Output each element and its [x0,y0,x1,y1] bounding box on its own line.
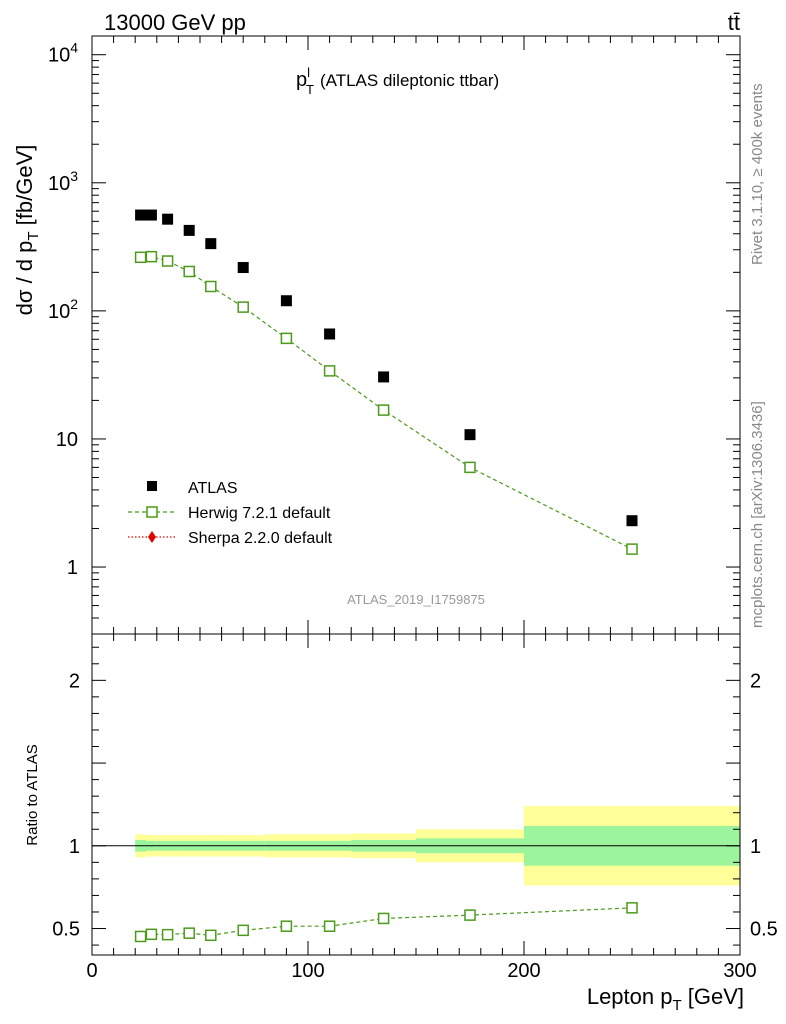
main-y-tick-label: 10 [56,429,78,451]
main-y-tick-label-base: 10 [48,173,70,195]
legend-atlas-marker [147,481,157,491]
x-axis-label-main: Lepton p [587,984,673,1009]
plot-title-main: p [296,69,307,91]
herwig-data-point [464,461,476,474]
main-y-tick-label-base: 10 [56,429,78,451]
main-y-tick-label-base: 10 [48,301,70,323]
legend-sherpa-label: Sherpa 2.2.0 default [188,530,333,547]
ratio-herwig-data-point [161,928,174,941]
ratio-herwig-data-point [183,927,195,939]
main-y-tick-label-base: 10 [48,45,70,67]
ratio-herwig-data-point [134,930,147,943]
herwig-data-point [145,250,158,263]
herwig-data-point [205,280,217,293]
ratio-series [134,902,638,943]
x-axis-label-tail: [GeV] [682,984,744,1009]
plot-title: pl T (ATLAS dileptonic ttbar) [296,65,499,97]
ratio-herwig-data-point [323,920,336,932]
herwig-data-point [377,404,390,416]
main-y-axis-label-tail: [fb/GeV] [12,145,37,232]
atlas-data-point [626,515,638,527]
main-y-axis-label-sub: T [25,231,42,240]
atlas-data-point [145,209,157,221]
main-y-tick-label: 104 [48,40,78,67]
plot-title-sup: l [307,65,310,80]
legend-herwig-marker [146,506,158,518]
herwig-data-point [626,543,638,555]
header-energy-label: 13000 GeV pp [104,10,246,35]
legend-sherpa-marker [148,531,156,543]
atlas-data-point [378,371,390,383]
main-y-tick-label: 103 [48,168,78,195]
atlas-data-point [205,238,217,250]
herwig-data-point [134,251,147,264]
main-y-tick-label-exponent: 3 [70,168,78,184]
main-y-tick-label: 1 [67,557,78,579]
atlas-data-point [162,213,174,225]
x-tick-label: 200 [507,960,540,982]
herwig-data-point [183,265,195,278]
legend-atlas-label: ATLAS [188,480,238,497]
ratio-herwig-data-point [145,928,158,941]
ratio-herwig-data-point [237,924,249,937]
main-series [134,209,638,555]
ratio-y-tick-label-left: 0.5 [52,919,80,941]
x-tick-label: 100 [291,960,324,982]
ratio-y-tick-label-right: 0.5 [750,919,778,941]
x-axis-label: Lepton pT [GeV] [587,984,744,1014]
atlas-data-point [183,224,195,236]
atlas-data-point [135,209,147,221]
legend-item-atlas: ATLAS [147,480,238,497]
ratio-herwig-data-point [280,920,293,932]
atlas-data-point [324,328,336,340]
main-y-axis-label: dσ / d pT [fb/GeV] [12,145,42,316]
x-axis-label-sub: T [672,997,681,1014]
herwig-data-point [237,301,249,313]
ratio-y-tick-label-left: 2 [69,670,80,692]
herwig-data-point [161,255,174,267]
ratio-herwig-data-point [377,912,390,925]
atlas-data-point [237,262,249,274]
ratio-herwig-data-point [626,902,638,914]
ratio-panel: Ratio to ATLAS 0.5 0.5 1 1 2 2 0 100 200 300 Lep… [24,633,778,1014]
main-y-tick-label: 102 [48,296,78,323]
ratio-y-tick-label-right: 1 [750,836,761,858]
ratio-herwig-data-point [464,909,476,921]
main-y-tick-label-base: 1 [67,557,78,579]
x-tick-labels: 0 100 200 300 [86,960,756,982]
herwig-data-point [323,365,336,377]
main-panel: dσ / d pT [fb/GeV] pl T (ATLAS dileptonic … [12,35,741,635]
ratio-y-tick-label-left: 1 [69,836,80,858]
ratio-plot-frame [91,633,741,956]
main-y-axis-label-main: dσ / d p [12,241,37,316]
main-y-tick-label-exponent: 2 [70,296,78,312]
atlas-data-point [464,429,476,441]
analysis-tag: ATLAS_2019_I1759875 [347,592,485,607]
mcplots-label: mcplots.cern.ch [arXiv:1306.3436] [749,401,766,628]
ratio-y-tick-labels: 0.5 0.5 1 1 2 2 [52,670,778,940]
herwig-data-point [280,332,293,345]
main-ticks [91,36,741,635]
legend-herwig-label: Herwig 7.2.1 default [188,505,331,522]
plot-title-sub: T [306,82,314,97]
legend-item-herwig: Herwig 7.2.1 default [128,505,331,522]
main-y-tick-label-exponent: 4 [70,40,78,56]
atlas-data-point [280,295,292,307]
x-tick-label: 0 [86,960,97,982]
x-tick-label: 300 [723,960,756,982]
rivet-version-label: Rivet 3.1.10, ≥ 400k events [749,83,766,265]
ratio-ticks [91,634,741,955]
legend: ATLAS Herwig 7.2.1 default Sherpa 2.2.0 … [128,480,333,547]
ratio-y-tick-label-right: 2 [750,670,761,692]
legend-item-sherpa: Sherpa 2.2.0 default [128,530,333,547]
ratio-herwig-data-point [205,929,217,942]
header-process-label: tt̄ [728,10,740,35]
plot-title-rest: (ATLAS dileptonic ttbar) [320,71,499,90]
ratio-y-axis-label: Ratio to ATLAS [24,744,41,845]
